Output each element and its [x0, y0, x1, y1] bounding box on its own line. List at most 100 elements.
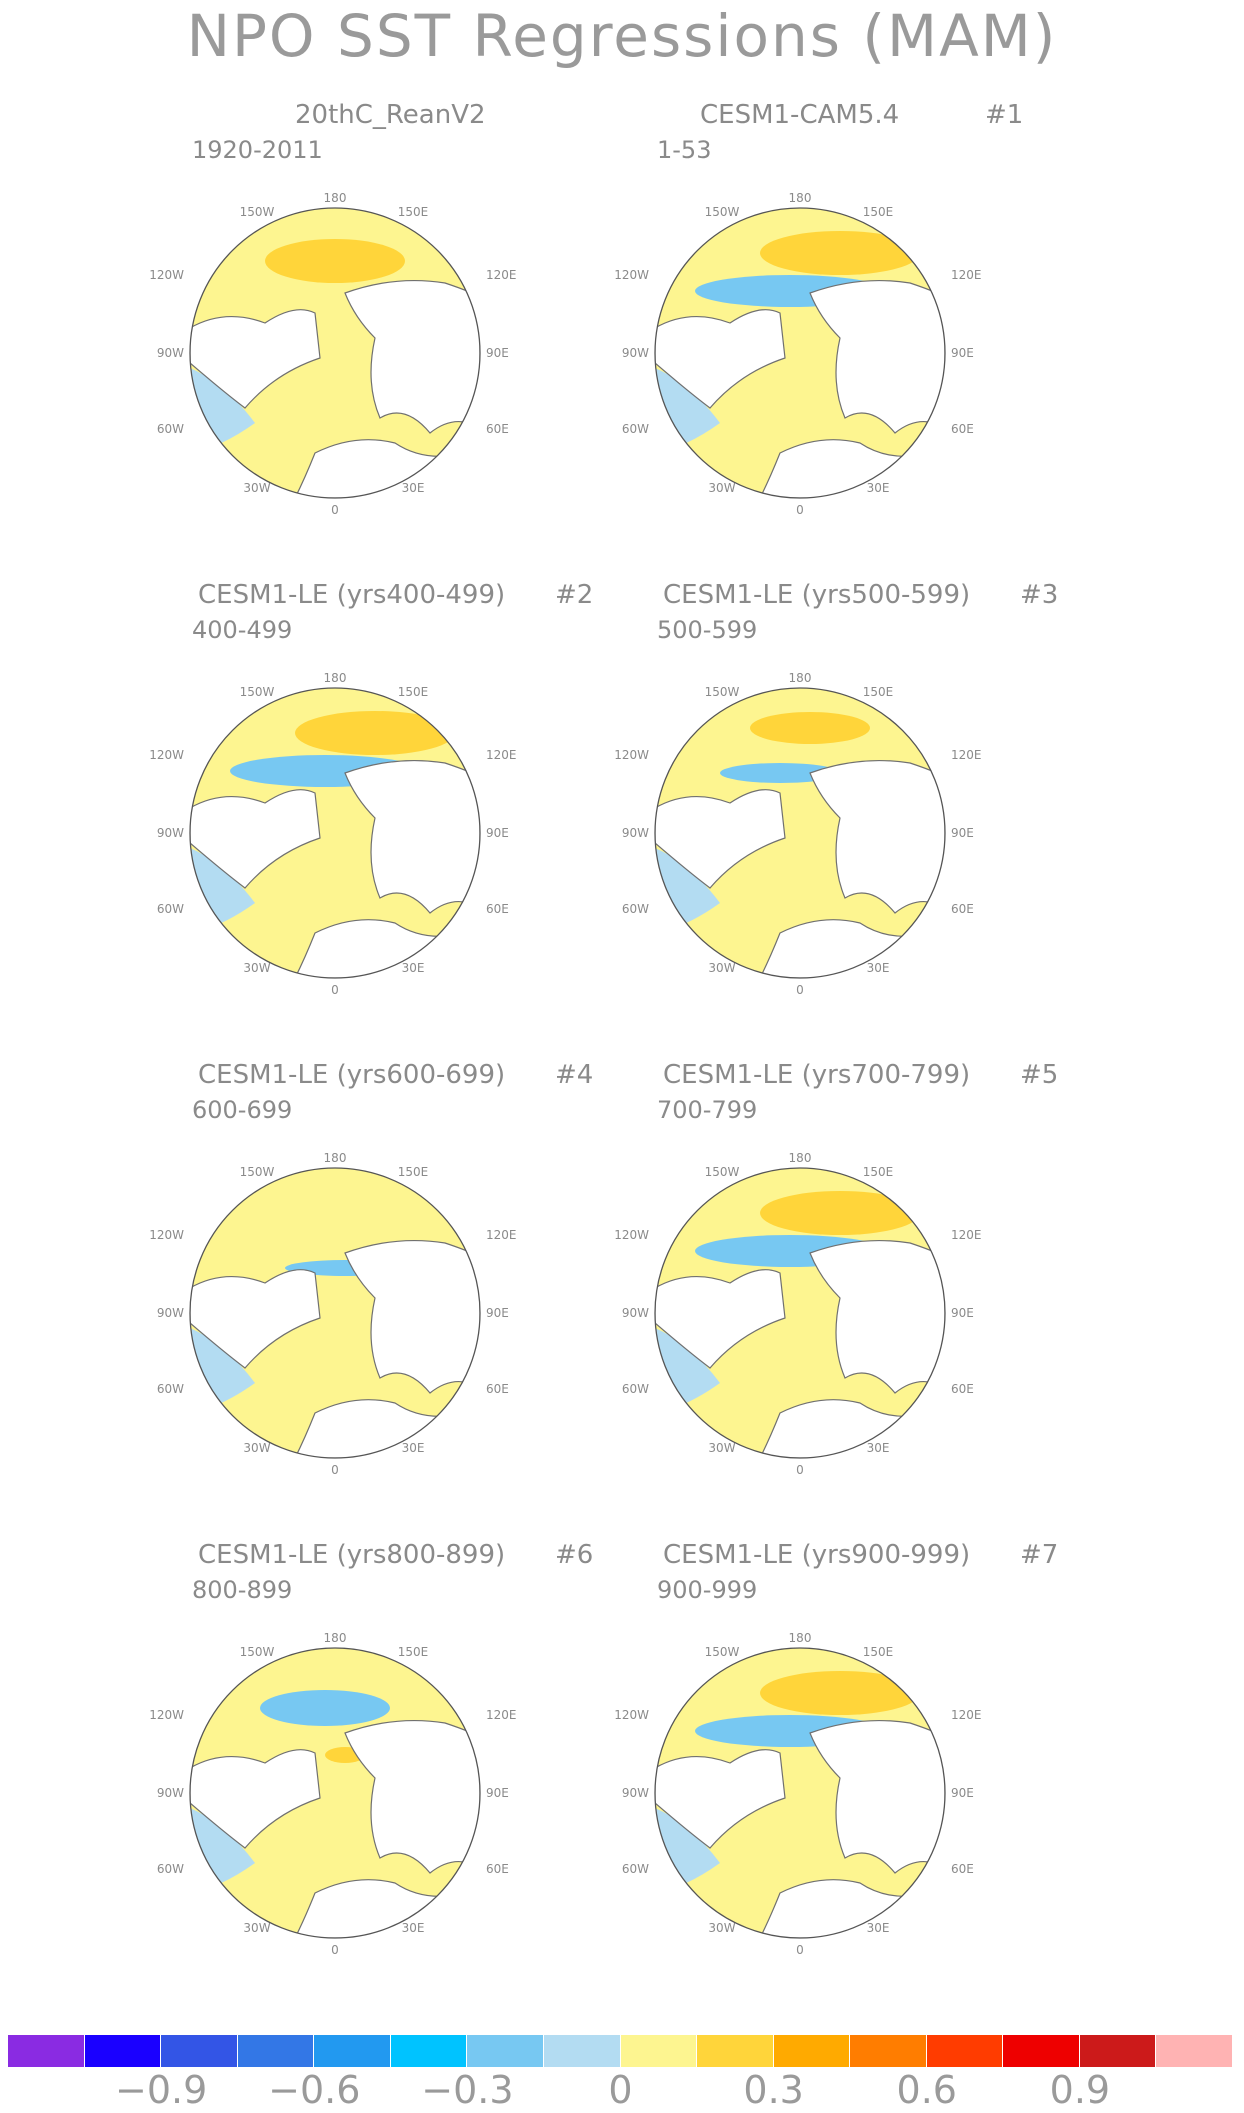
longitude-label: 30W: [708, 1921, 735, 1935]
map-boundary: [189, 1167, 481, 1459]
longitude-label: 30E: [402, 1921, 425, 1935]
longitude-label: 90E: [951, 346, 974, 360]
land-mass: [190, 1269, 321, 1369]
panel-number: #5: [1020, 1060, 1059, 1090]
colorbar-swatch: [697, 2035, 774, 2067]
map-boundary: [654, 1647, 946, 1939]
polar-map: 180 150W 150E 120W 120E 90W 90E 60W 60E 30W 30E 0: [149, 671, 517, 997]
panel-number: #1: [985, 100, 1024, 130]
longitude-label: 0: [331, 1463, 339, 1477]
land-mass: [655, 1749, 786, 1849]
land-mass: [344, 1239, 480, 1394]
panel-title: CESM1-LE (yrs700-799): [663, 1060, 971, 1090]
longitude-label: 60W: [157, 422, 184, 436]
land-mass: [344, 759, 480, 914]
colorbar-swatch: [926, 2035, 1004, 2067]
colorbar-tick-label: 0.6: [896, 2068, 957, 2112]
longitude-label: 60E: [486, 1382, 509, 1396]
colorbar-swatch: [161, 2035, 238, 2067]
longitude-label: 60W: [157, 1382, 184, 1396]
longitude-label: 150W: [705, 1165, 740, 1179]
longitude-label: 90W: [622, 346, 649, 360]
panel-number: #3: [1020, 580, 1059, 610]
longitude-label: 180: [789, 191, 812, 205]
longitude-label: 150E: [863, 205, 894, 219]
land-mass: [655, 789, 786, 889]
land-mass: [809, 759, 945, 914]
longitude-label: 120E: [486, 748, 517, 762]
longitude-label: 180: [789, 671, 812, 685]
longitude-label: 60E: [951, 902, 974, 916]
land-mass: [344, 279, 480, 434]
longitude-label: 120W: [149, 1708, 184, 1722]
longitude-label: 150W: [240, 1165, 275, 1179]
longitude-label: 30W: [708, 1441, 735, 1455]
longitude-label: 120W: [149, 748, 184, 762]
map-boundary: [654, 1167, 946, 1459]
panel-number: #4: [555, 1060, 594, 1090]
longitude-label: 60W: [622, 902, 649, 916]
longitude-label: 60W: [622, 1862, 649, 1876]
longitude-label: 150W: [705, 1645, 740, 1659]
longitude-label: 90W: [157, 346, 184, 360]
longitude-label: 150W: [240, 1645, 275, 1659]
longitude-label: 30W: [243, 1441, 270, 1455]
colorbar-swatch: [237, 2035, 315, 2067]
longitude-label: 60W: [622, 422, 649, 436]
colorbar-swatch: [1156, 2035, 1233, 2067]
anomaly-blob: [760, 1191, 920, 1235]
land-mass: [809, 279, 945, 434]
longitude-label: 30E: [402, 481, 425, 495]
longitude-label: 30E: [867, 481, 890, 495]
longitude-label: 120W: [149, 1228, 184, 1242]
longitude-label: 90W: [622, 826, 649, 840]
longitude-label: 60E: [486, 1862, 509, 1876]
anomaly-blob: [295, 711, 455, 755]
colorbar-tick-label: −0.6: [268, 2068, 361, 2112]
longitude-label: 120E: [951, 1708, 982, 1722]
longitude-label: 150E: [863, 1165, 894, 1179]
longitude-label: 150E: [398, 205, 429, 219]
longitude-label: 150W: [240, 205, 275, 219]
longitude-label: 90E: [486, 826, 509, 840]
land-mass: [190, 789, 321, 889]
main-title: NPO SST Regressions (MAM): [186, 2, 1058, 70]
longitude-label: 90W: [157, 1306, 184, 1320]
panel-period: 1920-2011: [192, 136, 323, 164]
polar-map: 180 150W 150E 120W 120E 90W 90E 60W 60E 30W 30E 0: [614, 1151, 982, 1477]
map-panel-2: CESM1-CAM5.4 #1 1-53 180 150W 150E 120W 120E…: [614, 100, 1095, 570]
longitude-label: 150W: [705, 205, 740, 219]
longitude-label: 60E: [486, 422, 509, 436]
land-mass: [190, 309, 321, 409]
longitude-label: 0: [796, 1463, 804, 1477]
colorbar-tick-label: 0.9: [1049, 2068, 1111, 2112]
colorbar-tick-label: −0.9: [114, 2068, 208, 2112]
map-panel-8: CESM1-LE (yrs900-999) #7 900-999 180 150W…: [614, 1540, 1095, 2010]
map-panel-6: CESM1-LE (yrs700-799) #5 700-799 180 150W…: [614, 1060, 1095, 1530]
longitude-label: 0: [331, 1943, 339, 1957]
longitude-label: 30W: [243, 481, 270, 495]
longitude-label: 150E: [398, 1645, 429, 1659]
polar-map: 180 150W 150E 120W 120E 90W 90E 60W 60E 30W 30E 0: [149, 191, 516, 517]
panel-title: CESM1-LE (yrs800-899): [198, 1540, 506, 1570]
land-mass: [190, 1749, 321, 1849]
panel-title: CESM1-LE (yrs600-699): [198, 1060, 506, 1090]
longitude-label: 120E: [951, 1228, 982, 1242]
map-panel-5: CESM1-LE (yrs600-699) #4 600-699 180 150W…: [149, 1060, 630, 1530]
colorbar-swatch: [467, 2035, 544, 2067]
panel-number: #6: [555, 1540, 594, 1570]
panel-period: 700-799: [657, 1096, 758, 1124]
colorbar-swatch: [543, 2035, 621, 2067]
longitude-label: 60W: [622, 1382, 649, 1396]
longitude-label: 90E: [951, 826, 974, 840]
polar-map: 180 150W 150E 120W 120E 90W 90E 60W 60E 30W 30E 0: [614, 671, 981, 997]
longitude-label: 120W: [614, 1708, 649, 1722]
land-mass: [809, 1719, 945, 1874]
polar-map: 180 150W 150E 120W 120E 90W 90E 60W 60E 30W 30E 0: [614, 191, 981, 517]
longitude-label: 90E: [951, 1306, 974, 1320]
colorbar-swatch: [773, 2035, 851, 2067]
anomaly-blob: [750, 712, 870, 744]
longitude-label: 30E: [867, 1441, 890, 1455]
panel-number: #2: [555, 580, 594, 610]
panel-title: CESM1-CAM5.4: [700, 100, 900, 130]
